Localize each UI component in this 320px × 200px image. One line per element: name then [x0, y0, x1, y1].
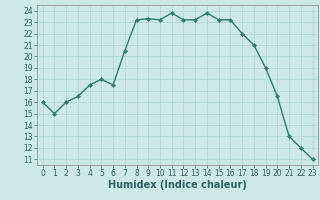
X-axis label: Humidex (Indice chaleur): Humidex (Indice chaleur): [108, 180, 247, 190]
